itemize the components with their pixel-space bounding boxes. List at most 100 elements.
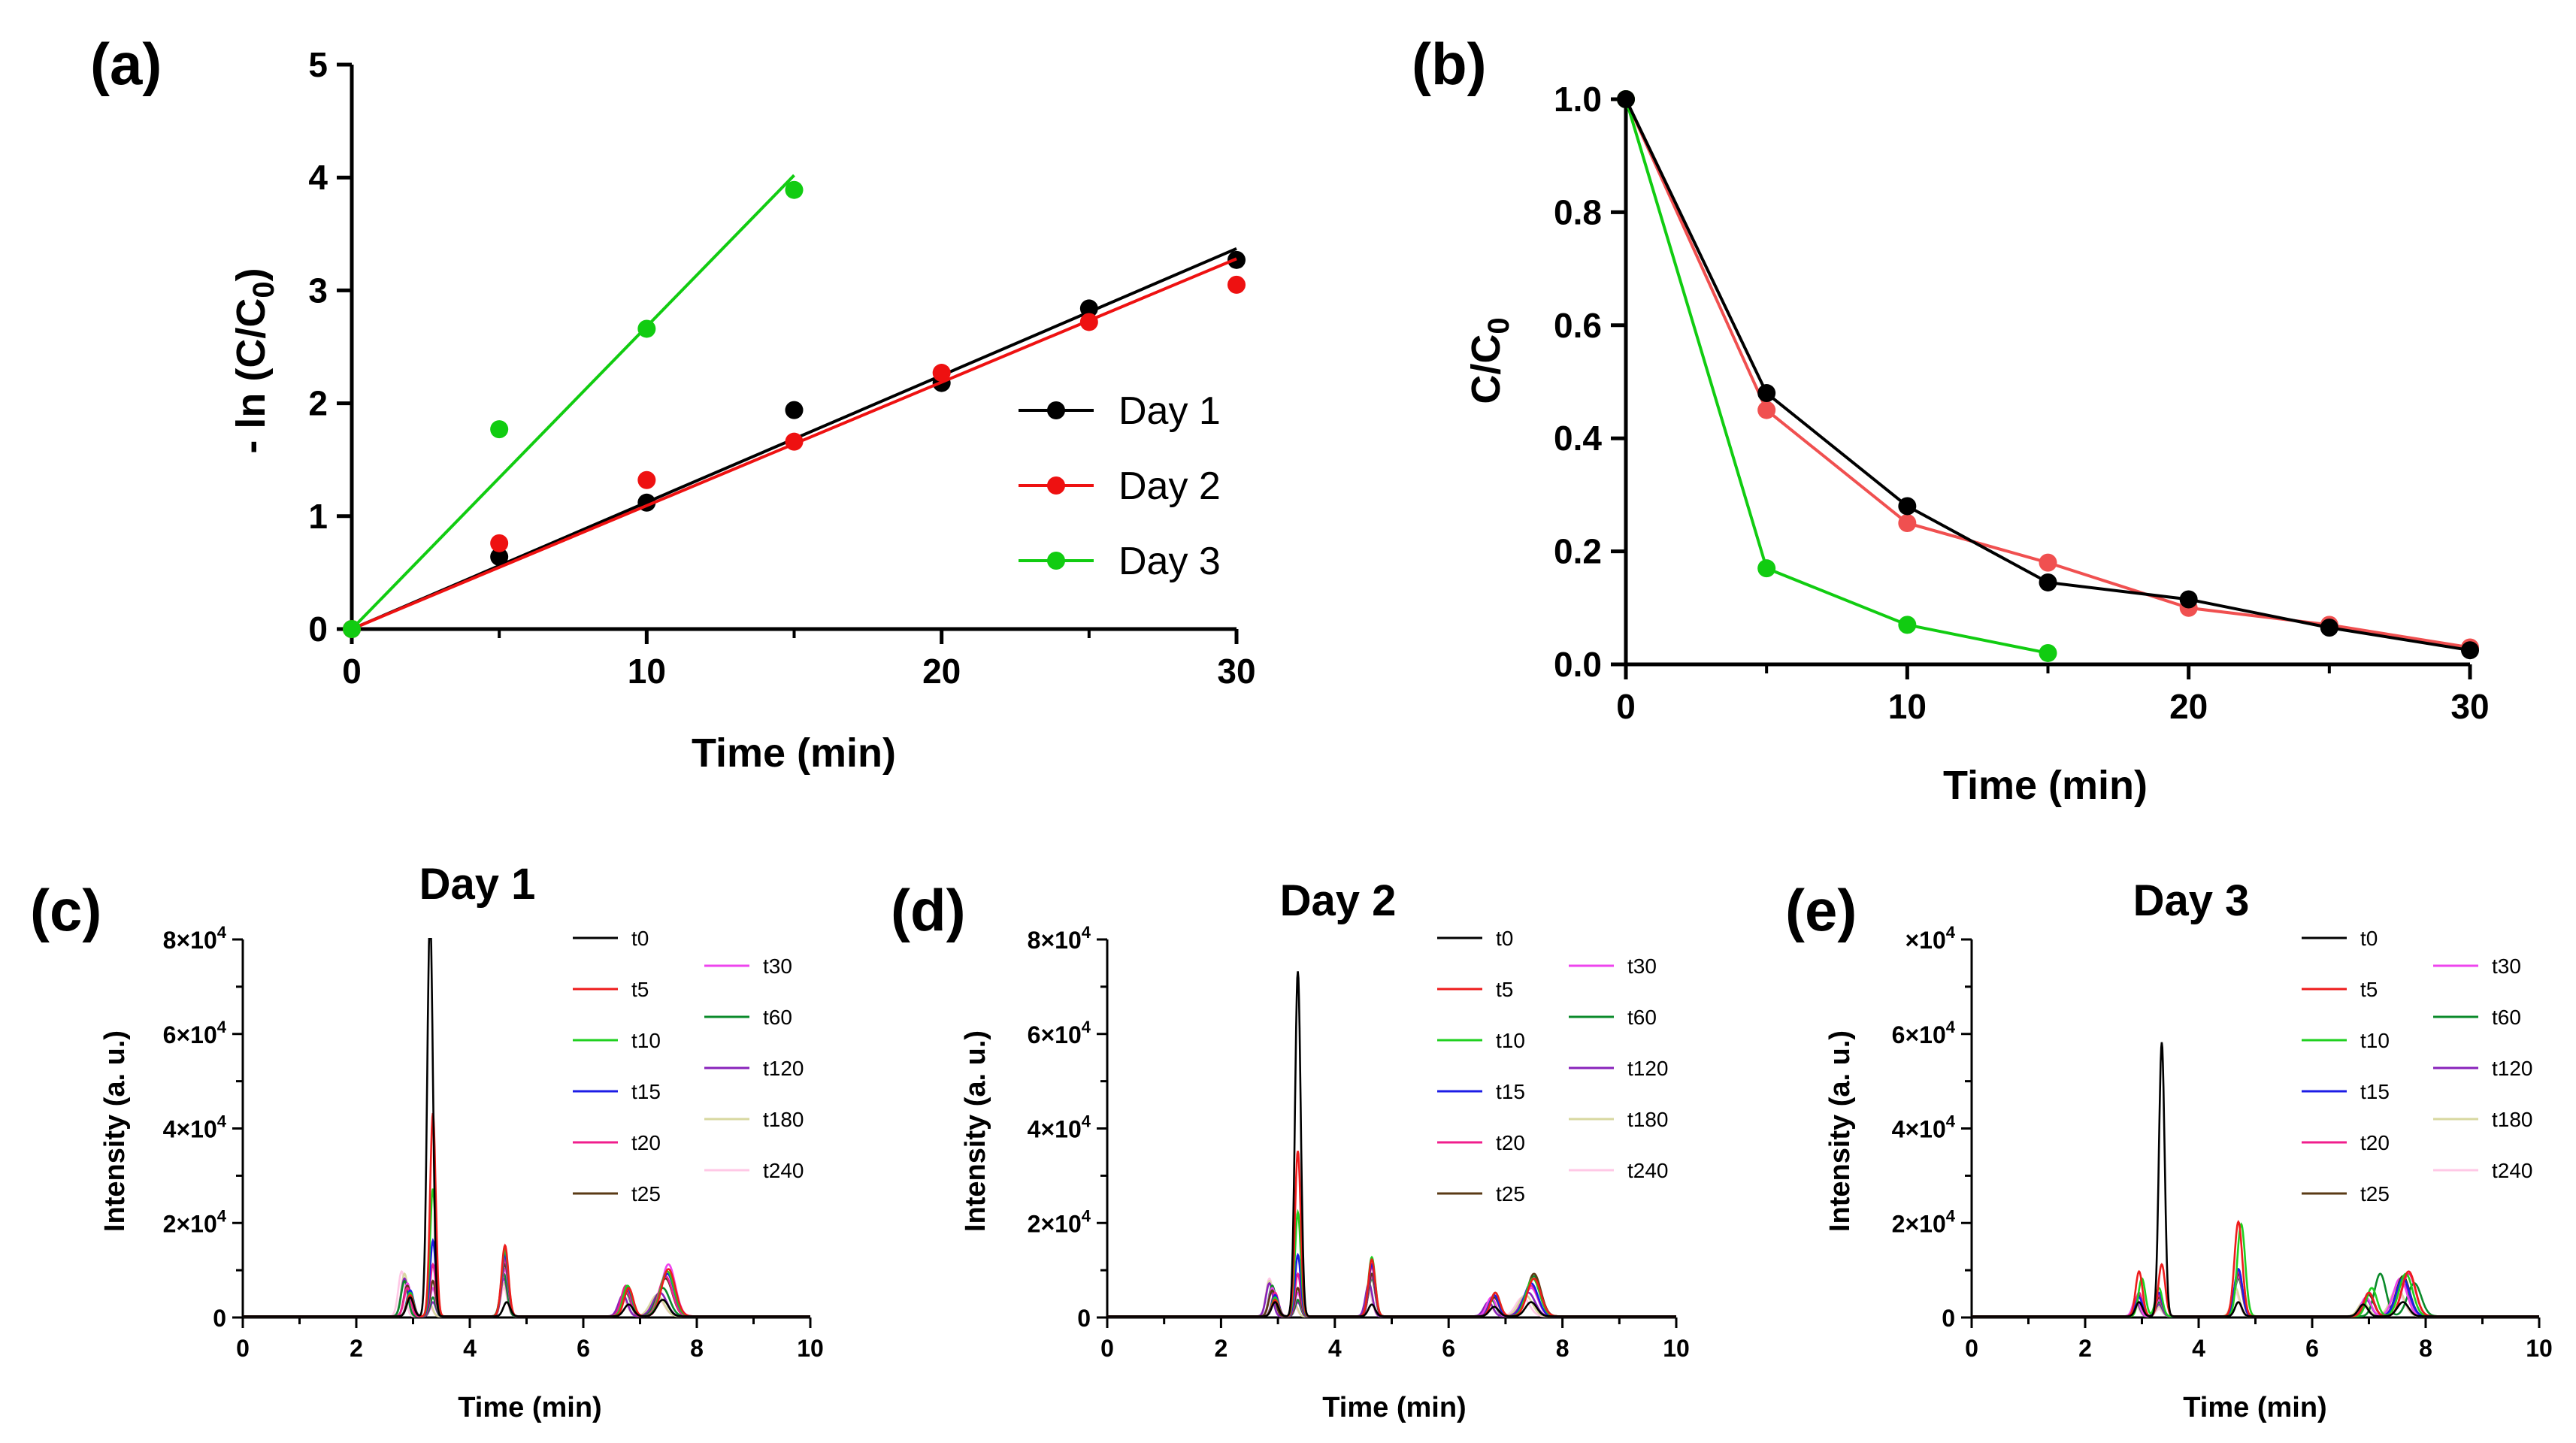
panel-b-y-axis-title-sub: 0 <box>1482 317 1515 334</box>
panel-b-marks <box>1617 90 2479 662</box>
panel-e-y-tick-exp: 4 <box>1946 923 1956 942</box>
panel-c-y-tick-exp: 4 <box>217 1112 227 1131</box>
panel-c-x-tick-label: 4 <box>463 1335 477 1362</box>
legend-item-t20: t20 <box>1437 1131 1525 1154</box>
panel-d-y-axis-title: Intensity (a. u.) <box>960 1030 991 1232</box>
legend-item-t240: t240 <box>2433 1159 2533 1182</box>
panel-c-y-axis-title: Intensity (a. u.) <box>99 1030 131 1232</box>
panel-c-marks <box>243 938 810 1317</box>
panel-d-y-tick-base: 4×10 <box>1028 1116 1082 1143</box>
panel-b-y-tick-label: 0.6 <box>1554 306 1602 345</box>
panel-b-y-axis-title-main: C/C <box>1464 334 1509 404</box>
legend-t240-label: t240 <box>2492 1159 2533 1182</box>
legend-item-t60: t60 <box>2433 1006 2521 1029</box>
panel-c-y-tick-base: 6×10 <box>163 1021 217 1048</box>
panel-e-y-tick-base: 4×10 <box>1892 1116 1946 1143</box>
panel-b: (b) 0 10 20 30 0.0 0.2 0.4 0.6 0.8 1.0 Time (min)… <box>1412 31 2490 808</box>
panel-e-y-axis-title: Intensity (a. u.) <box>1824 1030 1856 1232</box>
panel-c-y-tick-exp: 4 <box>217 1206 227 1225</box>
panel-d-y-tick-label: 6×104 <box>1028 1018 1091 1048</box>
panel-a-x-tick-label: 20 <box>922 652 961 691</box>
panel-d-x-tick-label: 4 <box>1328 1335 1342 1362</box>
trace-t25 <box>1107 1272 1676 1317</box>
data-point-day1 <box>2179 590 2198 609</box>
panel-a-y-tick-label: 1 <box>308 497 328 536</box>
legend-t0-label: t0 <box>1496 927 1513 950</box>
trace-t120 <box>243 1277 810 1317</box>
panel-a-x-tick-label: 10 <box>628 652 666 691</box>
data-point-day3 <box>637 319 656 338</box>
panel-e-x-tick-label: 4 <box>2192 1335 2205 1362</box>
panel-e-label: (e) <box>1785 877 1857 943</box>
trace-t15 <box>1107 1252 1676 1317</box>
legend-t240-label: t240 <box>1627 1159 1669 1182</box>
panel-e-x-tick-label: 6 <box>2305 1335 2319 1362</box>
legend-t60-label: t60 <box>2492 1006 2521 1029</box>
trace-t5 <box>1107 1151 1676 1317</box>
legend-t25-label: t25 <box>1496 1182 1525 1206</box>
legend-t5-label: t5 <box>2360 978 2378 1001</box>
legend-day1-label: Day 1 <box>1118 389 1221 433</box>
legend-item-t30: t30 <box>2433 954 2521 978</box>
panel-c-x-tick-label: 8 <box>690 1335 704 1362</box>
trace-t60 <box>1107 1275 1676 1317</box>
panel-b-x-tick-label: 30 <box>2450 687 2489 726</box>
legend-item-t15: t15 <box>1437 1080 1525 1103</box>
panel-c-y-tick-label: 4×104 <box>163 1112 227 1143</box>
legend-day2-label: Day 2 <box>1118 464 1221 508</box>
legend-t0-label: t0 <box>631 927 649 950</box>
legend-item-t120: t120 <box>704 1057 804 1080</box>
legend-item-t5: t5 <box>573 978 649 1001</box>
trace-t30 <box>1107 1275 1676 1317</box>
legend-t120-label: t120 <box>763 1057 804 1080</box>
panel-d-y-tick-exp: 4 <box>1082 923 1091 942</box>
panel-d-y-tick-exp: 4 <box>1082 1112 1091 1131</box>
panel-e-y-tick-exp: 4 <box>1946 1018 1956 1036</box>
legend-t120-label: t120 <box>1627 1057 1669 1080</box>
panel-c-legend: t0 t5 t10 t15 t20 t25 t30 t60 t120 t180 t240 <box>573 927 804 1206</box>
panel-a-y-axis-title-main: - ln (C/C <box>229 298 274 454</box>
panel-b-y-tick-label: 0.2 <box>1554 532 1602 571</box>
legend-item-t25: t25 <box>573 1182 661 1206</box>
legend-t10-label: t10 <box>631 1029 661 1052</box>
panel-d-y-tick-exp: 4 <box>1082 1018 1091 1036</box>
panel-e-x-tick-label: 8 <box>2419 1335 2432 1362</box>
trace-t240 <box>1107 1277 1676 1317</box>
trace-t30 <box>1972 1275 2539 1317</box>
panel-e-y-tick-label: ×104 <box>1905 923 1955 954</box>
panel-a-x-tick-label: 30 <box>1217 652 1255 691</box>
legend-t25-label: t25 <box>2360 1182 2390 1206</box>
panel-a-y-axis-title: - ln (C/C0) <box>229 268 280 453</box>
legend-item-t25: t25 <box>1437 1182 1525 1206</box>
legend-item-t120: t120 <box>2433 1057 2533 1080</box>
legend-item-t180: t180 <box>2433 1108 2533 1131</box>
panel-a-marks <box>343 174 1246 638</box>
data-point-day1 <box>2461 641 2479 660</box>
panel-d-y-tick-label: 8×104 <box>1028 923 1091 954</box>
panel-b-label: (b) <box>1412 31 1487 97</box>
legend-item-t180: t180 <box>704 1108 804 1131</box>
panel-a-axes: 0 10 20 30 0 1 2 3 4 5 <box>308 45 1255 691</box>
panel-e-y-tick-label: 0 <box>1942 1305 1955 1332</box>
data-point-day1 <box>490 547 509 566</box>
trace-t25 <box>243 1263 810 1317</box>
panel-e-y-tick-base: 0 <box>1942 1305 1955 1332</box>
panel-c-x-axis-title: Time (min) <box>458 1392 601 1423</box>
legend-item-t5: t5 <box>2302 978 2378 1001</box>
panel-d-y-tick-base: 8×10 <box>1028 927 1082 954</box>
trace-t20 <box>243 1257 810 1317</box>
panel-d-label: (d) <box>891 877 966 943</box>
panel-d-x-tick-label: 2 <box>1215 1335 1228 1362</box>
panel-b-y-tick-label: 0.4 <box>1554 419 1602 458</box>
panel-b-axes: 0 10 20 30 0.0 0.2 0.4 0.6 0.8 1.0 <box>1554 80 2490 726</box>
panel-c-y-tick-base: 0 <box>213 1305 226 1332</box>
panel-b-x-tick-label: 20 <box>2169 687 2208 726</box>
trace-t60 <box>1972 1272 2539 1317</box>
trace-t20 <box>1972 1270 2539 1317</box>
panel-d-y-tick-label: 4×104 <box>1028 1112 1091 1143</box>
legend-day3-label: Day 3 <box>1118 540 1221 583</box>
trace-t20 <box>1107 1265 1676 1317</box>
data-point-day2 <box>1898 514 1917 532</box>
